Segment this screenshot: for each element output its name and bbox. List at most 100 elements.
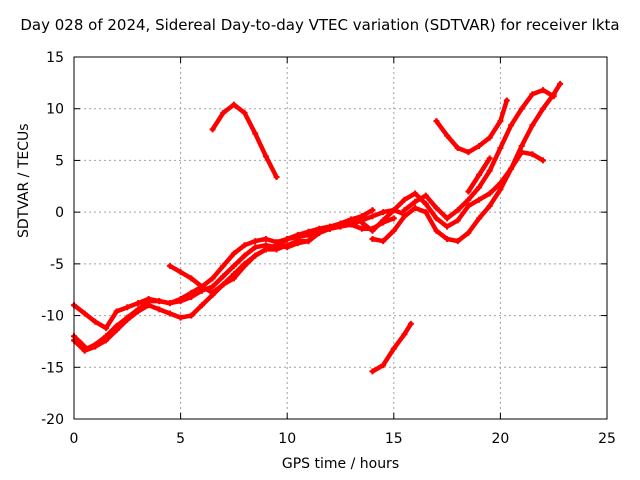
data-point <box>476 196 483 203</box>
data-point <box>369 213 376 220</box>
data-point <box>124 304 131 311</box>
series-line <box>370 81 563 244</box>
data-point <box>540 157 547 164</box>
data-point <box>486 202 493 209</box>
data-point <box>273 173 280 180</box>
data-point <box>486 134 493 141</box>
data-point <box>465 149 472 156</box>
data-point <box>454 217 461 224</box>
y-tick-label: 15 <box>46 50 64 66</box>
data-point <box>358 225 365 232</box>
data-point <box>209 289 216 296</box>
data-point <box>305 231 312 238</box>
y-tick-label: -20 <box>41 412 64 428</box>
data-point <box>454 145 461 152</box>
series-track-g <box>401 87 557 222</box>
data-point <box>81 347 88 354</box>
data-point <box>177 269 184 276</box>
data-point <box>454 238 461 245</box>
data-point <box>412 198 419 205</box>
y-tick-label: 10 <box>46 102 64 118</box>
data-point <box>486 155 493 162</box>
data-point <box>284 244 291 251</box>
data-point <box>412 190 419 197</box>
data-point <box>177 314 184 321</box>
data-point <box>209 283 216 290</box>
data-point <box>358 213 365 220</box>
data-point <box>220 273 227 280</box>
data-point <box>465 188 472 195</box>
data-point <box>134 308 141 315</box>
x-tick-label: 10 <box>278 431 296 447</box>
series-track-j <box>209 101 280 180</box>
data-point <box>156 306 163 313</box>
data-point <box>433 227 440 234</box>
ticks: 0 5 10 15 20 25 -20 -15 -10 -5 0 5 10 15 <box>41 50 616 447</box>
data-point <box>316 229 323 236</box>
data-point <box>369 368 376 375</box>
y-tick-label: -15 <box>41 360 64 376</box>
data-point <box>557 80 564 87</box>
data-point <box>166 300 173 307</box>
y-tick-label: -5 <box>50 257 64 273</box>
x-tick-label: 25 <box>598 431 616 447</box>
data-point <box>113 308 120 315</box>
data-point <box>444 236 451 243</box>
data-point <box>465 196 472 203</box>
data-point <box>422 200 429 207</box>
data-point <box>380 362 387 369</box>
data-point <box>390 207 397 214</box>
data-point <box>540 105 547 112</box>
plot-frame <box>73 56 608 420</box>
data-point <box>412 205 419 212</box>
data-point <box>326 225 333 232</box>
data-point <box>230 250 237 257</box>
series-track-k <box>369 320 414 375</box>
data-point <box>273 242 280 249</box>
data-point <box>124 316 131 323</box>
data-point <box>433 215 440 222</box>
data-point <box>262 153 269 160</box>
data-point <box>262 246 269 253</box>
data-point <box>230 101 237 108</box>
data-point <box>252 238 259 245</box>
data-point <box>262 236 269 243</box>
data-point <box>358 219 365 226</box>
chart-title: Day 028 of 2024, Sidereal Day-to-day VTE… <box>20 16 620 34</box>
data-point <box>380 209 387 216</box>
data-point <box>407 320 414 327</box>
data-point <box>305 238 312 245</box>
data-point <box>145 302 152 309</box>
data-point <box>252 244 259 251</box>
data-point <box>529 122 536 129</box>
data-point <box>486 190 493 197</box>
data-point <box>188 312 195 319</box>
series-line <box>434 98 510 155</box>
x-tick-label: 15 <box>385 431 403 447</box>
data-point <box>92 343 99 350</box>
series-line <box>370 321 414 374</box>
data-point <box>241 109 248 116</box>
x-axis-label: GPS time / hours <box>281 456 400 472</box>
data-point <box>230 271 237 278</box>
data-point <box>230 262 237 269</box>
y-tick-label: -10 <box>41 309 64 325</box>
data-point <box>444 132 451 139</box>
data-point <box>252 130 259 137</box>
series-line <box>71 216 397 353</box>
data-point <box>444 223 451 230</box>
x-tick-label: 20 <box>491 431 509 447</box>
data-point <box>550 93 557 100</box>
series-track-i <box>465 155 493 195</box>
data-point <box>209 275 216 282</box>
data-point <box>401 331 408 338</box>
data-point <box>444 215 451 222</box>
data-point <box>390 345 397 352</box>
data-point <box>529 91 536 98</box>
data-point <box>401 213 408 220</box>
data-point <box>380 217 387 224</box>
data-point <box>518 142 525 149</box>
data-point <box>465 202 472 209</box>
data-point <box>476 184 483 191</box>
